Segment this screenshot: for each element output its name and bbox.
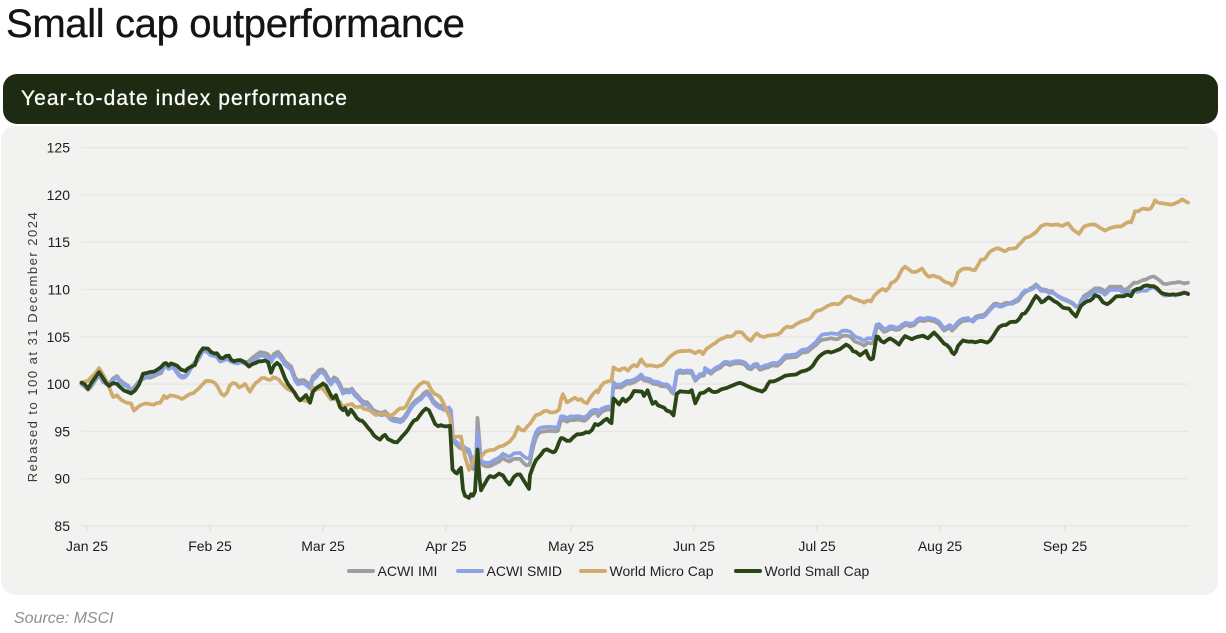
svg-text:95: 95 [54,423,70,439]
svg-text:Jul 25: Jul 25 [798,538,836,554]
svg-text:120: 120 [47,187,71,203]
svg-text:Jan 25: Jan 25 [66,538,108,554]
svg-text:115: 115 [48,234,71,250]
svg-text:105: 105 [47,329,71,345]
svg-text:100: 100 [47,376,71,392]
svg-text:85: 85 [54,518,70,534]
svg-text:110: 110 [48,281,71,297]
svg-text:Sep 25: Sep 25 [1043,538,1088,554]
svg-text:Jun 25: Jun 25 [673,538,715,554]
svg-text:Rebased to 100 at 31 December: Rebased to 100 at 31 December 2024 [25,211,40,482]
svg-text:125: 125 [47,140,71,156]
svg-text:90: 90 [54,471,70,487]
svg-text:Feb 25: Feb 25 [188,538,232,554]
svg-text:Aug 25: Aug 25 [918,538,963,554]
svg-text:Apr 25: Apr 25 [425,538,466,554]
svg-text:May 25: May 25 [548,538,594,554]
svg-text:Mar 25: Mar 25 [301,538,345,554]
